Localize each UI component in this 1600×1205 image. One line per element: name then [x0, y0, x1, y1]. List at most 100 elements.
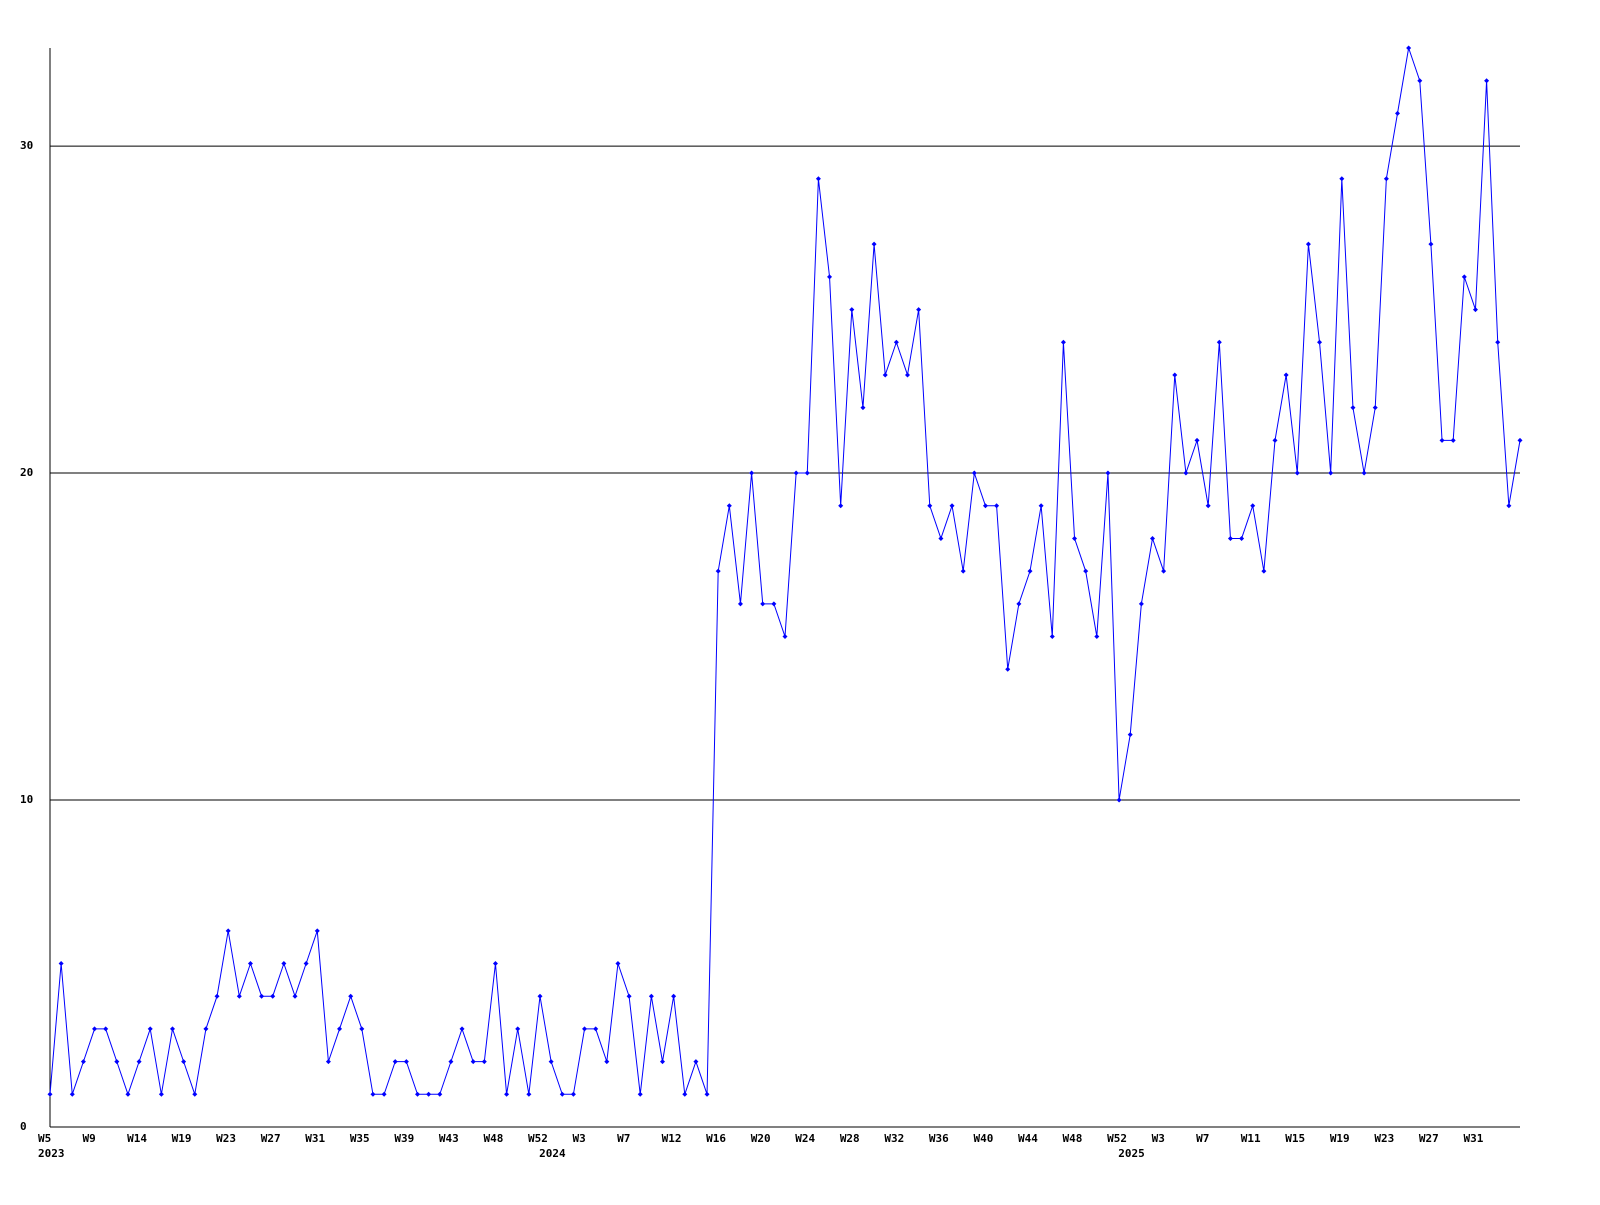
data-point — [47, 1091, 53, 1097]
data-point — [1161, 568, 1167, 574]
x-tick-label: W20 — [751, 1132, 771, 1145]
data-point — [314, 928, 320, 934]
data-point — [1283, 372, 1289, 378]
data-point — [1517, 437, 1523, 443]
data-point — [103, 1026, 109, 1032]
data-point — [760, 601, 766, 607]
data-point — [548, 1059, 554, 1065]
data-point — [905, 372, 910, 378]
y-tick-label: 30 — [20, 139, 33, 152]
data-point — [1294, 470, 1300, 476]
data-point — [415, 1091, 420, 1097]
data-point — [737, 601, 743, 607]
data-point — [838, 503, 844, 509]
data-point — [515, 1026, 521, 1032]
data-point — [693, 1059, 699, 1065]
data-point — [337, 1026, 343, 1032]
data-point — [437, 1091, 443, 1097]
data-point — [1060, 339, 1066, 345]
x-tick-label: W39 — [394, 1132, 414, 1145]
data-point — [949, 503, 955, 509]
data-point — [660, 1059, 665, 1065]
data-point — [626, 993, 632, 999]
x-tick-label: W44 — [1018, 1132, 1038, 1145]
data-point — [58, 961, 64, 967]
data-point — [292, 993, 298, 999]
x-tick-label: W52 — [528, 1132, 548, 1145]
data-point — [1172, 372, 1178, 378]
data-point — [1361, 470, 1367, 476]
data-point — [1116, 797, 1122, 803]
data-point — [648, 993, 654, 999]
data-point — [1417, 78, 1423, 84]
x-tick-label: W24 — [795, 1132, 815, 1145]
data-point — [147, 1026, 153, 1032]
data-point — [92, 1026, 98, 1032]
x-tick-label: W31 — [1463, 1132, 1483, 1145]
data-point — [615, 961, 621, 967]
data-point — [1038, 503, 1044, 509]
data-point — [69, 1091, 75, 1097]
data-point — [749, 470, 755, 476]
data-point — [303, 961, 309, 967]
data-point — [1406, 45, 1412, 51]
data-point — [882, 372, 888, 378]
data-point — [1395, 110, 1400, 116]
data-point — [192, 1091, 198, 1097]
data-point — [559, 1091, 565, 1097]
data-point — [504, 1091, 510, 1097]
data-point — [481, 1059, 487, 1065]
x-tick-label: W35 — [350, 1132, 370, 1145]
data-point — [470, 1059, 476, 1065]
data-point — [170, 1026, 175, 1032]
data-point — [793, 470, 799, 476]
data-point — [247, 961, 253, 967]
data-point — [1205, 503, 1211, 509]
x-tick-label: W23 — [216, 1132, 236, 1145]
x-tick-label: W11 — [1241, 1132, 1261, 1145]
data-point — [225, 928, 231, 934]
data-point — [1239, 535, 1245, 541]
data-point — [827, 274, 833, 280]
data-point — [715, 568, 721, 574]
x-tick-label: W14 — [127, 1132, 147, 1145]
data-point — [1072, 535, 1078, 541]
data-point — [426, 1091, 432, 1097]
data-point — [927, 503, 933, 509]
x-tick-label: W3 — [1152, 1132, 1165, 1145]
x-tick-label: W32 — [884, 1132, 904, 1145]
data-point — [392, 1059, 398, 1065]
data-point — [1194, 437, 1200, 443]
data-point — [492, 961, 498, 967]
data-point — [181, 1059, 187, 1065]
data-point — [994, 503, 1000, 509]
data-point — [860, 405, 866, 411]
data-point — [1484, 78, 1490, 84]
data-point — [1272, 437, 1278, 443]
x-tick-label: W31 — [305, 1132, 325, 1145]
y-tick-label: 0 — [20, 1120, 27, 1133]
data-point — [1461, 274, 1467, 280]
x-year-label: 2023 — [38, 1147, 65, 1160]
data-point — [704, 1091, 710, 1097]
data-point — [570, 1091, 576, 1097]
x-tick-label: W48 — [1063, 1132, 1083, 1145]
data-point — [1127, 732, 1133, 738]
data-point — [1049, 634, 1055, 640]
data-point — [871, 241, 877, 247]
x-tick-label: W48 — [483, 1132, 503, 1145]
x-tick-label: W16 — [706, 1132, 726, 1145]
data-point — [916, 307, 922, 313]
x-tick-label: W15 — [1285, 1132, 1305, 1145]
data-point — [158, 1091, 164, 1097]
data-point — [815, 176, 821, 182]
data-point — [593, 1026, 599, 1032]
data-point — [125, 1091, 131, 1097]
data-point — [459, 1026, 465, 1032]
data-point — [1261, 568, 1267, 574]
data-point — [1506, 503, 1512, 509]
data-point — [1472, 307, 1478, 313]
data-point — [1005, 666, 1011, 672]
data-point — [1428, 241, 1434, 247]
